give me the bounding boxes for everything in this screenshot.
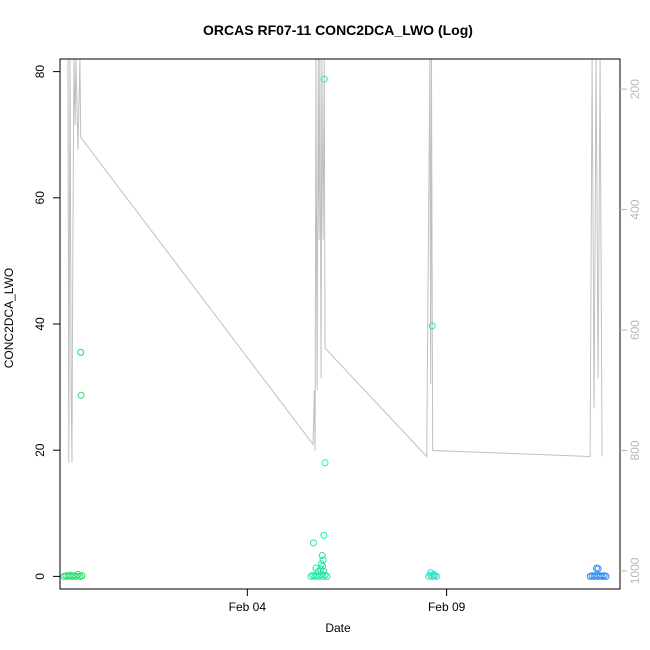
- secondary-y-axis: 200 400 600 800 1000: [620, 79, 642, 584]
- data-point-rf07: [77, 391, 85, 399]
- data-point-rf08: [323, 572, 331, 580]
- data-point-rf07: [77, 348, 85, 356]
- data-point-rf08: [319, 556, 327, 564]
- secondary-trace-line: [67, 59, 603, 463]
- y-tick-label: 80: [33, 65, 47, 79]
- data-point-rf08: [309, 539, 317, 547]
- chart-title: ORCAS RF07-11 CONC2DCA_LWO (Log): [203, 22, 473, 38]
- y2-tick-label: 200: [628, 79, 642, 99]
- data-point-rf11: [602, 572, 610, 580]
- x-tick-label: Feb 04: [229, 600, 267, 614]
- x-tick-label: Feb 09: [428, 600, 466, 614]
- y-tick-label: 20: [33, 443, 47, 457]
- y-axis-label: CONC2DCA_LWO: [2, 268, 16, 368]
- y-tick-label: 0: [33, 573, 47, 580]
- data-point-rf09: [430, 570, 438, 578]
- data-point-rf11: [594, 565, 602, 573]
- data-point-rf08_high: [321, 459, 329, 467]
- data-point-rf08: [318, 552, 326, 560]
- plot-frame: [59, 58, 621, 590]
- data-point-rf08_high: [320, 75, 328, 83]
- y2-tick-label: 1000: [628, 557, 642, 584]
- data-point-rf08: [320, 531, 328, 539]
- y-tick-label: 60: [33, 191, 47, 205]
- y-tick-label: 40: [33, 317, 47, 331]
- y2-tick-label: 600: [628, 320, 642, 340]
- data-point-rf09: [428, 322, 436, 330]
- y2-tick-label: 800: [628, 440, 642, 460]
- y-axis: 0 20 40 60 80: [33, 65, 61, 580]
- x-axis: Feb 04 Feb 09: [229, 588, 466, 614]
- y2-tick-label: 400: [628, 199, 642, 219]
- data-point-rf07: [74, 570, 82, 578]
- data-point-rf07: [78, 572, 86, 580]
- data-point-rf08: [319, 567, 327, 575]
- x-axis-label: Date: [325, 621, 351, 635]
- plot-area: [60, 59, 610, 580]
